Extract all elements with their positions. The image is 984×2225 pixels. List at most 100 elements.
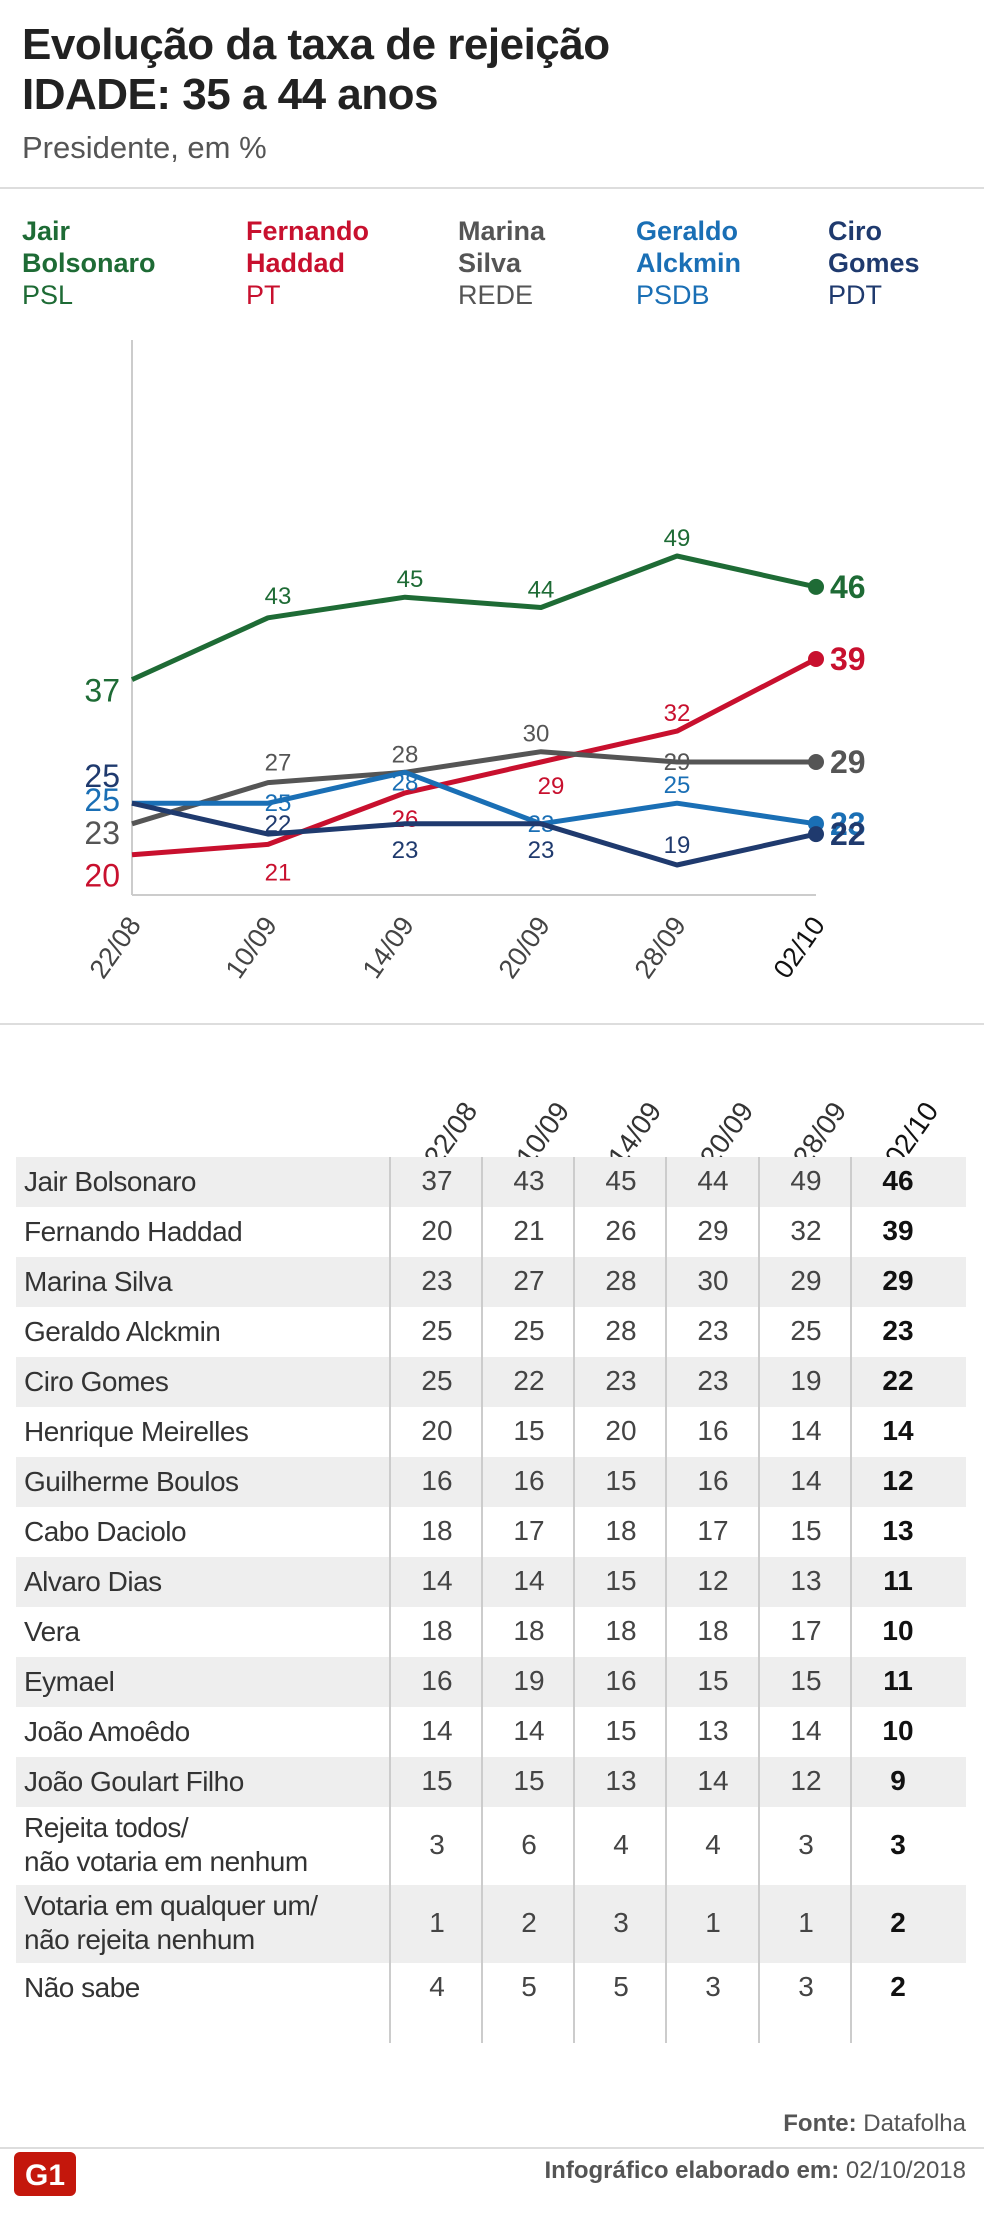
legend-party: PT	[246, 280, 281, 310]
data-label: 46	[830, 569, 866, 605]
row-value: 13	[790, 1565, 822, 1596]
row-value: 2	[890, 1907, 906, 1938]
row-value: 28	[605, 1315, 637, 1346]
row-value: 14	[790, 1415, 822, 1446]
row-value: 18	[421, 1615, 453, 1646]
note-date: 02/10/2018	[845, 2157, 966, 2184]
page-subtitle: Presidente, em %	[22, 130, 267, 165]
row-value: 21	[513, 1215, 545, 1246]
logo-text: G1	[25, 2159, 65, 2192]
row-name: Ciro Gomes	[24, 1366, 169, 1397]
row-value: 17	[790, 1615, 822, 1646]
row-value: 14	[790, 1715, 822, 1746]
row-value: 15	[790, 1665, 822, 1696]
legend-party: PSDB	[636, 280, 710, 310]
legend-item-marina: Marina Silva REDE	[458, 215, 545, 311]
row-value: 23	[697, 1315, 729, 1346]
row-name: Fernando Haddad	[24, 1216, 243, 1247]
table-column-divider	[573, 1157, 575, 2043]
row-value: 15	[513, 1765, 545, 1796]
row-value: 5	[613, 1971, 629, 2002]
row-value: 14	[882, 1415, 914, 1446]
title-line-1: Evolução da taxa de rejeição	[22, 20, 610, 69]
row-value: 13	[882, 1515, 914, 1546]
row-value: 26	[605, 1215, 637, 1246]
row-name: Alvaro Dias	[24, 1566, 162, 1597]
row-value: 14	[421, 1565, 453, 1596]
legend-item-alckmin: Geraldo Alckmin PSDB	[636, 215, 741, 311]
row-name: João Goulart Filho	[24, 1766, 244, 1797]
series-line-2	[131, 656, 818, 858]
row-value: 14	[421, 1715, 453, 1746]
row-value: 23	[605, 1365, 637, 1396]
row-name: Geraldo Alckmin	[24, 1316, 221, 1347]
data-label: 25	[84, 782, 120, 818]
row-value: 14	[697, 1765, 729, 1796]
legend-item-haddad: Fernando Haddad PT	[246, 215, 369, 311]
row-value: 17	[513, 1515, 545, 1546]
row-value: 18	[421, 1515, 453, 1546]
source-value: Datafolha	[863, 2110, 966, 2137]
row-value: 12	[790, 1765, 822, 1796]
table-column-divider	[850, 1157, 852, 2043]
data-label: 20	[84, 858, 120, 894]
row-value: 16	[605, 1665, 637, 1696]
note-label: Infográfico elaborado em:	[544, 2157, 840, 2184]
table-row: Ciro Gomes 25 22 23 23 19 22	[16, 1357, 966, 1407]
x-tick-label: 28/09	[629, 911, 692, 984]
series-line-5	[131, 800, 817, 868]
row-value: 3	[890, 1829, 906, 1860]
data-label: 23	[84, 815, 120, 851]
row-value: 32	[790, 1215, 822, 1246]
page-title: Evolução da taxa de rejeição IDADE: 35 a…	[22, 20, 610, 120]
table-row: Não sabe 4 5 5 3 3 2	[16, 1963, 966, 2013]
legend-name: Geraldo Alckmin	[636, 216, 742, 278]
data-label: 25	[265, 790, 292, 817]
divider-middle	[0, 1023, 984, 1025]
data-label: 49	[664, 525, 691, 552]
row-value: 15	[790, 1515, 822, 1546]
x-tick-label: 14/09	[357, 911, 420, 984]
series-end-dot-3	[808, 754, 824, 770]
data-label: 32	[664, 700, 691, 727]
row-name: Votaria em qualquer um/ não rejeita nenh…	[24, 1890, 318, 1955]
table-column-divider	[665, 1157, 667, 2043]
table-row: Vera 18 18 18 18 17 10	[16, 1607, 966, 1657]
legend-party: REDE	[458, 280, 534, 310]
source-label: Fonte:	[783, 2110, 857, 2137]
row-value: 19	[513, 1665, 545, 1696]
data-label: 23	[528, 837, 555, 864]
row-value: 3	[798, 1829, 814, 1860]
table-row: Votaria em qualquer um/ não rejeita nenh…	[16, 1885, 966, 1963]
row-value: 25	[513, 1315, 545, 1346]
table-row: Guilherme Boulos 16 16 15 16 14 12	[16, 1457, 966, 1507]
row-value: 5	[521, 1971, 537, 2002]
row-name: Vera	[24, 1616, 80, 1647]
table-row: Marina Silva 23 27 28 30 29 29	[16, 1257, 966, 1307]
row-value: 2	[890, 1971, 906, 2002]
data-label: 44	[528, 577, 555, 604]
row-value: 20	[421, 1415, 453, 1446]
row-value: 2	[521, 1907, 537, 1938]
row-value: 23	[882, 1315, 914, 1346]
row-value: 25	[790, 1315, 822, 1346]
legend-party: PDT	[828, 280, 882, 310]
legend-name: Marina Silva	[458, 216, 546, 278]
row-value: 15	[605, 1465, 637, 1496]
row-value: 11	[883, 1665, 913, 1696]
row-value: 25	[421, 1365, 453, 1396]
x-tick-label: 22/08	[84, 911, 147, 984]
legend-name: Jair Bolsonaro	[22, 216, 156, 278]
row-value: 46	[882, 1165, 914, 1196]
row-value: 4	[429, 1971, 445, 2002]
row-value: 16	[697, 1415, 729, 1446]
divider-top	[0, 187, 984, 189]
data-label: 19	[664, 832, 691, 859]
x-tick-label: 10/09	[220, 911, 283, 984]
row-name: Marina Silva	[24, 1266, 173, 1297]
row-value: 9	[890, 1765, 906, 1796]
row-name: Henrique Meirelles	[24, 1416, 249, 1447]
series-end-dot-2	[808, 651, 824, 667]
row-value: 11	[883, 1565, 913, 1596]
row-value: 29	[790, 1265, 822, 1296]
